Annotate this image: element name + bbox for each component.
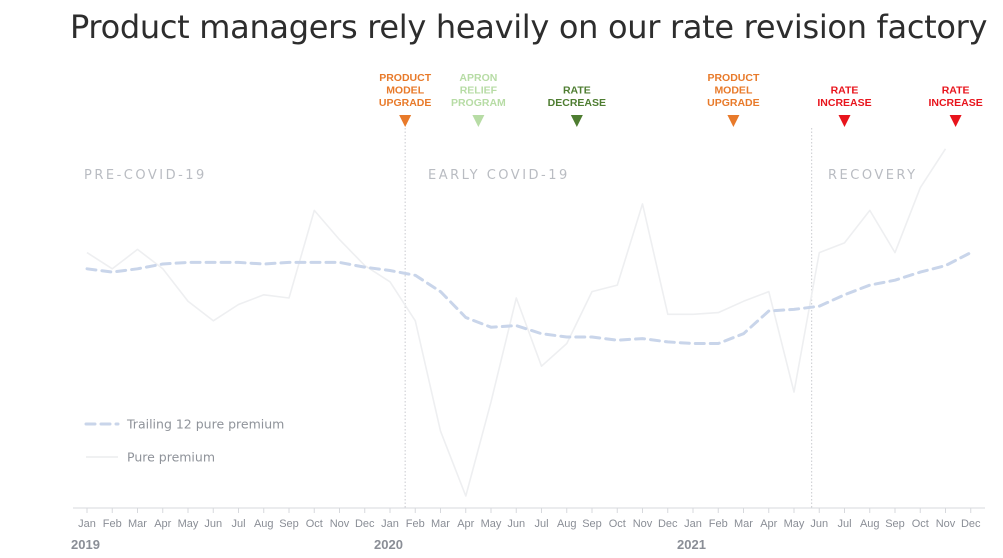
x-tick-label: Mar xyxy=(128,518,147,530)
event-label-line: RATE xyxy=(831,85,859,97)
event-label-line: MODEL xyxy=(714,85,753,97)
x-tick-label: Mar xyxy=(431,518,450,530)
x-tick-label: Sep xyxy=(885,518,905,530)
series-lines xyxy=(85,148,973,497)
event-label-line: RELIEF xyxy=(460,85,498,97)
chart-title: Product managers rely heavily on our rat… xyxy=(70,8,988,46)
x-tick-label: Mar xyxy=(734,518,753,530)
x-tick-label: Jan xyxy=(381,518,399,530)
x-tick-label: Sep xyxy=(582,518,602,530)
x-tick-label: Dec xyxy=(961,518,981,530)
event-label-line: DECREASE xyxy=(548,97,606,109)
x-tick-label: Jul xyxy=(534,518,548,530)
x-tick-label: Feb xyxy=(103,518,122,530)
event-label-line: PRODUCT xyxy=(707,72,760,84)
year-label-2021: 2021 xyxy=(677,537,706,552)
legend-item-0: Trailing 12 pure premium xyxy=(84,417,284,432)
event-label-line: INCREASE xyxy=(817,97,871,109)
x-axis: Jan Feb Mar Apr May Jun Jul Aug Sep Oct Nov Dec Jan F… xyxy=(71,507,985,552)
event-label-line: INCREASE xyxy=(928,97,982,109)
event-label-line: RATE xyxy=(563,85,591,97)
event-label-line: APRON xyxy=(459,72,497,84)
event-triangle xyxy=(949,115,962,127)
legend-item-1: Pure premium xyxy=(86,450,215,465)
x-tick-label: May xyxy=(481,518,502,530)
x-tick-label: Apr xyxy=(154,518,171,530)
event-label-line: MODEL xyxy=(386,85,425,97)
x-tick-label: Sep xyxy=(279,518,299,530)
phase-label-1: EARLY COVID-19 xyxy=(428,168,570,183)
legend: Trailing 12 pure premium Pure premium xyxy=(84,417,284,465)
event-triangle xyxy=(399,115,412,127)
event-label-line: PRODUCT xyxy=(379,72,432,84)
x-tick-label: May xyxy=(784,518,805,530)
x-tick-label: Nov xyxy=(936,518,956,530)
x-tick-label: Jul xyxy=(837,518,851,530)
legend-label: Trailing 12 pure premium xyxy=(126,417,284,432)
trailing-12-pure-premium-line xyxy=(85,251,973,345)
x-tick-label: Feb xyxy=(406,518,425,530)
event-triangle xyxy=(472,115,485,127)
x-tick-label: Jun xyxy=(204,518,222,530)
x-tick-label: Nov xyxy=(633,518,653,530)
x-tick-label: Oct xyxy=(306,518,323,530)
x-tick-label: Apr xyxy=(760,518,777,530)
phase-label-0: PRE-COVID-19 xyxy=(84,168,207,183)
x-tick-label: Nov xyxy=(330,518,350,530)
x-tick-label: Jun xyxy=(810,518,828,530)
x-tick-label: Jan xyxy=(684,518,702,530)
event-triangle xyxy=(838,115,851,127)
x-tick-label: Apr xyxy=(457,518,474,530)
x-tick-label: Oct xyxy=(912,518,929,530)
phase-label-2: RECOVERY xyxy=(828,168,918,183)
phase-dividers xyxy=(404,128,813,508)
x-tick-label: Aug xyxy=(254,518,274,530)
event-label-line: UPGRADE xyxy=(379,97,432,109)
event-label-line: PROGRAM xyxy=(451,97,506,109)
x-tick-label: Dec xyxy=(355,518,375,530)
x-tick-label: Jan xyxy=(78,518,96,530)
phase-labels: PRE-COVID-19 EARLY COVID-19 RECOVERY xyxy=(84,168,918,183)
year-label-2019: 2019 xyxy=(71,537,100,552)
x-tick-label: May xyxy=(178,518,199,530)
x-tick-label: Jul xyxy=(231,518,245,530)
x-tick-label: Aug xyxy=(860,518,880,530)
event-triangle xyxy=(727,115,740,127)
event-label-line: UPGRADE xyxy=(707,97,760,109)
legend-label: Pure premium xyxy=(127,450,215,465)
event-label-line: RATE xyxy=(942,85,970,97)
year-label-2020: 2020 xyxy=(374,537,403,552)
event-triangle xyxy=(570,115,583,127)
x-tick-label: Jun xyxy=(507,518,525,530)
x-tick-label: Dec xyxy=(658,518,678,530)
event-markers: PRODUCTMODELUPGRADEAPRONRELIEFPROGRAMRAT… xyxy=(379,72,983,127)
pure-premium-line xyxy=(86,148,947,497)
x-tick-label: Oct xyxy=(609,518,626,530)
x-tick-label: Aug xyxy=(557,518,577,530)
x-tick-label: Feb xyxy=(709,518,728,530)
